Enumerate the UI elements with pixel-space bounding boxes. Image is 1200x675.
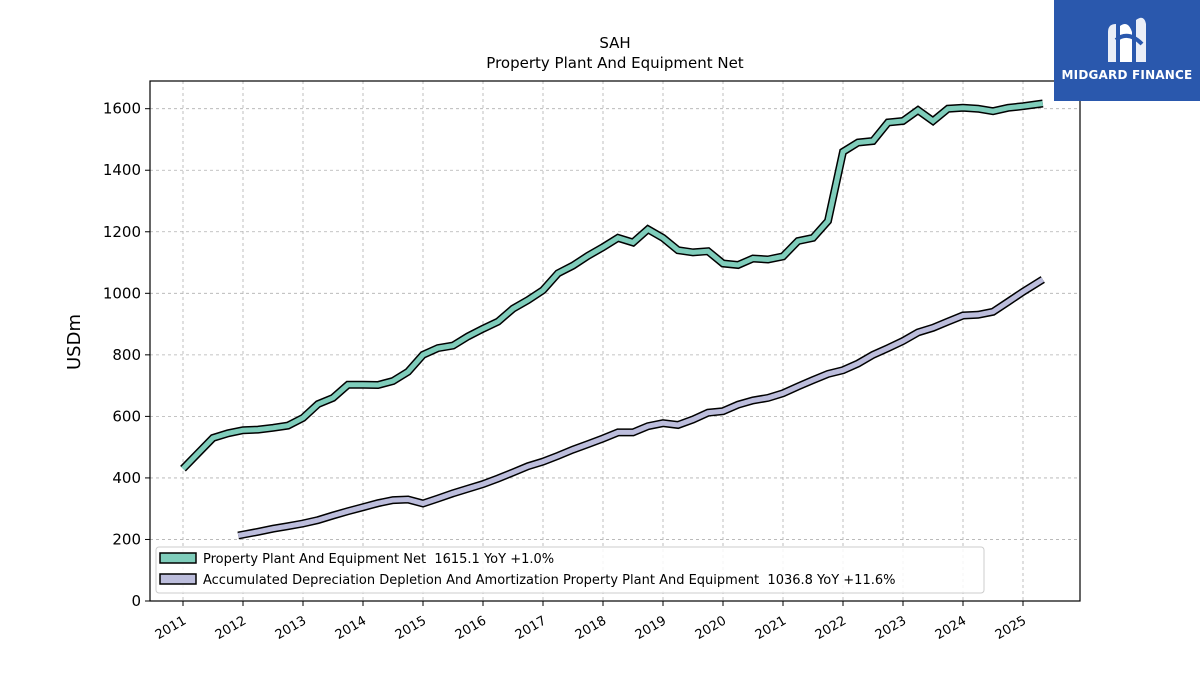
x-tick-label: 2022: [813, 613, 849, 643]
logo: MIDGARD FINANCE: [1054, 0, 1200, 101]
legend-box: [155, 546, 985, 594]
x-tick-label: 2011: [153, 613, 189, 643]
y-tick-label: 200: [112, 530, 141, 548]
x-tick-label: 2020: [693, 613, 729, 643]
x-tick-label: 2019: [633, 613, 669, 643]
x-tick-label: 2018: [573, 613, 609, 643]
x-tick-label: 2014: [333, 613, 369, 643]
y-tick-label: 1600: [103, 100, 141, 118]
x-tick-label: 2013: [273, 613, 309, 643]
logo-mark-icon: [1108, 17, 1146, 62]
y-tick-label: 800: [112, 346, 141, 364]
legend-label-1: Property Plant And Equipment Net 1615.1 …: [203, 552, 554, 567]
y-tick-label: 400: [112, 469, 141, 487]
x-tick-label: 2016: [453, 613, 489, 643]
x-tick-label: 2025: [993, 613, 1029, 643]
x-tick-label: 2015: [393, 613, 429, 643]
x-tick-label: 2023: [873, 613, 909, 643]
logo-text: MIDGARD FINANCE: [1061, 68, 1193, 82]
chart-subtitle: Property Plant And Equipment Net: [486, 54, 743, 72]
y-tick-label: 1400: [103, 161, 141, 179]
x-tick-label: 2021: [753, 613, 789, 643]
legend-swatch-2: [159, 573, 197, 585]
series-line-outline-1: [180, 99, 1044, 472]
x-tick-label: 2024: [933, 613, 969, 643]
y-tick-label: 1200: [103, 223, 141, 241]
legend-swatch-1: [159, 552, 197, 564]
plot-frame: [149, 80, 1081, 602]
series-line-2: [237, 277, 1045, 538]
legend-label-2: Accumulated Depreciation Depletion And A…: [203, 573, 895, 588]
y-tick-label: 1000: [103, 284, 141, 302]
x-tick-label: 2012: [213, 613, 249, 643]
legend: Property Plant And Equipment Net 1615.1 …: [155, 546, 985, 594]
series-line-1: [181, 101, 1044, 471]
series-line-outline-2: [237, 276, 1045, 540]
grid: [150, 81, 1080, 602]
y-tick-label: 0: [131, 592, 141, 610]
y-tick-label: 600: [112, 407, 141, 425]
y-axis-label: USDm: [64, 314, 85, 370]
series-layer: [180, 99, 1045, 540]
x-tick-label: 2017: [513, 613, 549, 643]
chart-title: SAH: [599, 34, 630, 52]
